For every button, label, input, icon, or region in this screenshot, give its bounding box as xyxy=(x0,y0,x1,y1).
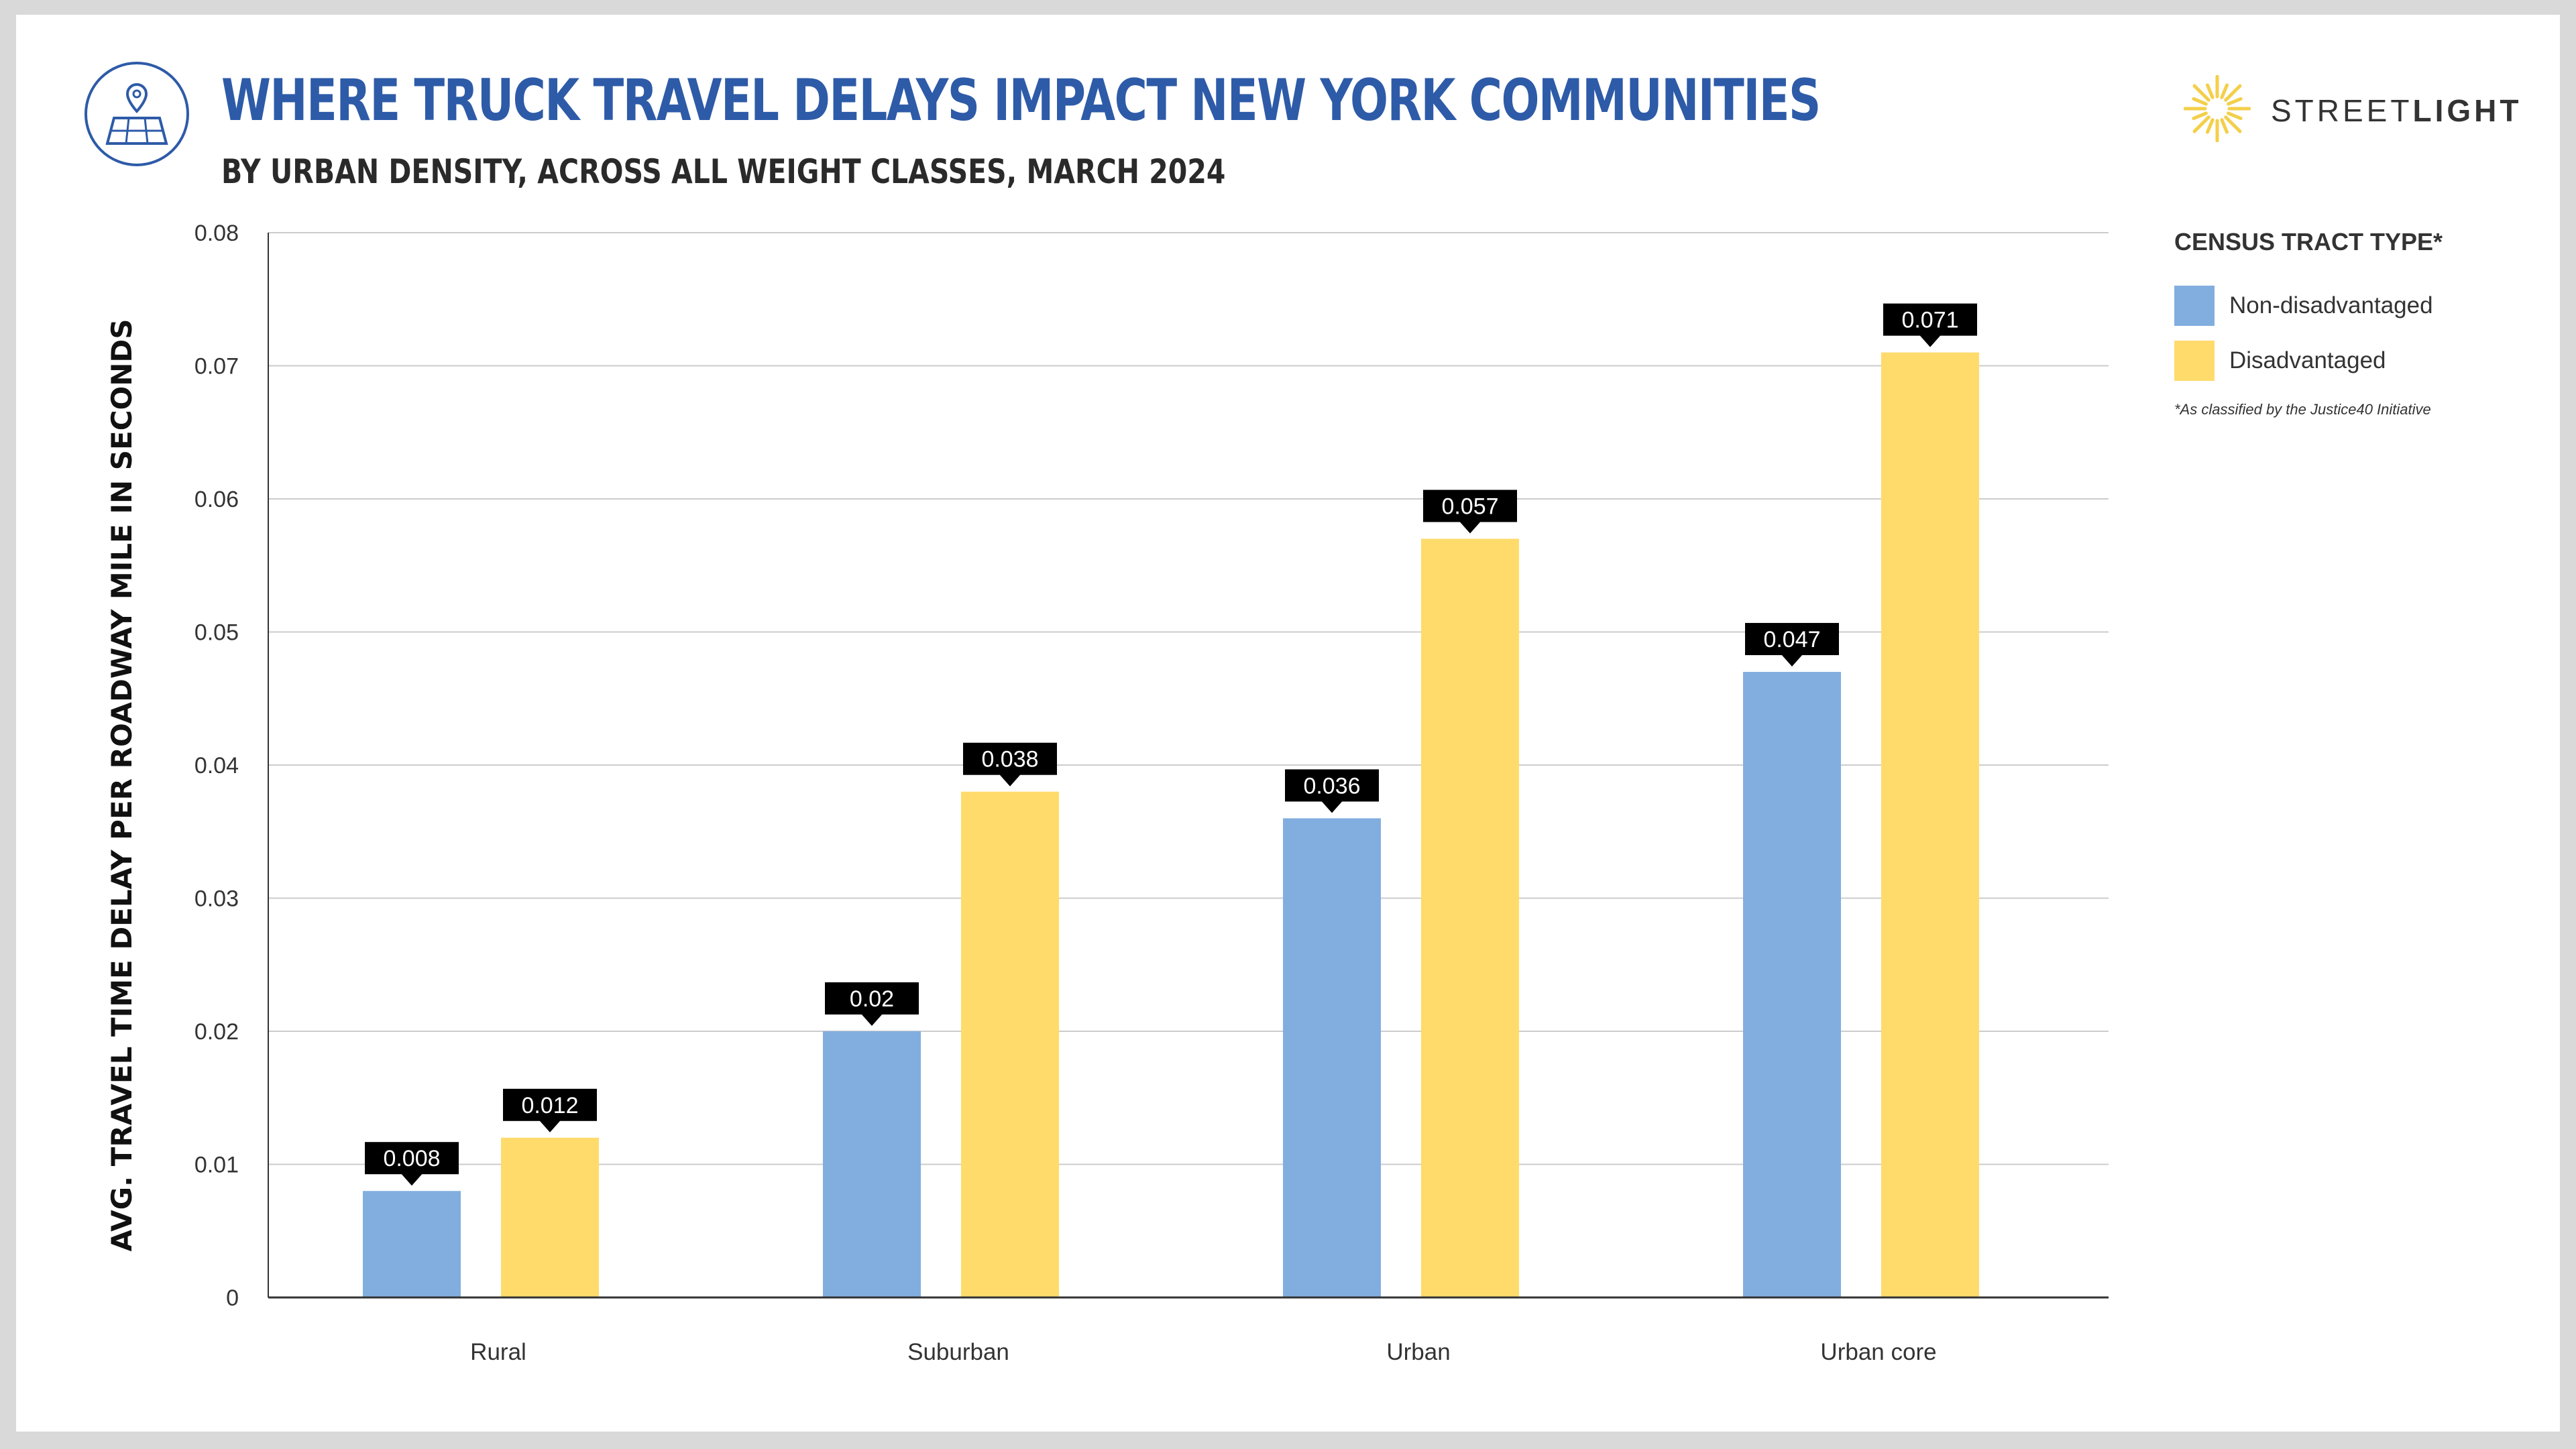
y-tick-label: 0.01 xyxy=(194,1153,239,1178)
data-label-text: 0.047 xyxy=(1763,627,1820,652)
x-axis-ticks: Rural Suburban Urban Urban core xyxy=(470,1339,1936,1365)
legend-title: CENSUS TRACT TYPE* xyxy=(2174,228,2443,255)
data-label-pointer xyxy=(999,774,1021,787)
bar xyxy=(363,1191,461,1297)
brand-name: STREETLIGHT xyxy=(2271,93,2522,129)
legend-item-non-disadvantaged: Non-disadvantaged xyxy=(2174,286,2510,326)
data-label-text: 0.008 xyxy=(383,1146,440,1171)
legend-label-non-disadvantaged: Non-disadvantaged xyxy=(2229,292,2433,318)
y-tick-label: 0.07 xyxy=(194,354,239,380)
data-label-box xyxy=(503,1088,597,1121)
data-label-pointer xyxy=(1919,335,1941,347)
y-tick-label: 0.02 xyxy=(194,1019,239,1045)
data-label: 0.012 xyxy=(503,1088,597,1133)
brand-name-light: STREET xyxy=(2271,93,2413,128)
legend-label-disadvantaged: Disadvantaged xyxy=(2229,347,2386,373)
y-axis-ticks: 0 0.01 0.02 0.03 0.04 0.05 0.06 0.07 0.08 xyxy=(194,221,239,1311)
data-label-text: 0.012 xyxy=(521,1093,578,1118)
data-label: 0.071 xyxy=(1883,303,1977,347)
data-label-text: 0.038 xyxy=(981,747,1038,772)
data-label: 0.047 xyxy=(1745,623,1839,667)
legend-swatch-disadvantaged xyxy=(2174,341,2215,381)
bar xyxy=(961,791,1059,1297)
legend-footnote: *As classified by the Justice40 Initiati… xyxy=(2174,401,2431,418)
y-tick-label: 0.04 xyxy=(194,753,239,778)
chart-title: WHERE TRUCK TRAVEL DELAYS IMPACT NEW YOR… xyxy=(221,67,1821,134)
data-label-text: 0.02 xyxy=(850,986,894,1012)
data-label-pointer xyxy=(1321,801,1343,813)
brand-name-bold: LIGHT xyxy=(2412,93,2522,128)
data-labels: 0.008 0.012 0.02 0.038 0.036 0.057 0.047 0.071 xyxy=(365,303,1977,1186)
bar xyxy=(1421,538,1519,1297)
data-label: 0.02 xyxy=(825,982,919,1026)
brand-logo: STREETLIGHT xyxy=(2184,72,2532,146)
legend: CENSUS TRACT TYPE* Non-disadvantaged Dis… xyxy=(2174,228,2510,418)
bars xyxy=(363,352,1979,1297)
x-tick-label: Suburban xyxy=(907,1339,1009,1365)
chart-card: WHERE TRUCK TRAVEL DELAYS IMPACT NEW YOR… xyxy=(16,15,2560,1432)
y-axis-label: AVG. TRAVEL TIME DELAY PER ROADWAY MILE … xyxy=(105,319,138,1252)
data-label-pointer xyxy=(1459,521,1481,534)
data-label-pointer xyxy=(861,1014,883,1026)
data-label-box xyxy=(1423,489,1517,522)
data-label-pointer xyxy=(539,1120,561,1133)
bar xyxy=(1743,672,1841,1297)
data-label-box xyxy=(1883,303,1977,336)
y-tick-label: 0.06 xyxy=(194,487,239,512)
data-label-pointer xyxy=(1781,654,1803,667)
x-tick-label: Urban core xyxy=(1820,1339,1936,1365)
map-pin-icon xyxy=(85,62,189,166)
y-tick-label: 0.03 xyxy=(194,886,239,912)
x-tick-label: Rural xyxy=(470,1339,526,1365)
data-label-text: 0.057 xyxy=(1441,494,1498,520)
y-tick-label: 0.05 xyxy=(194,620,239,646)
data-label: 0.038 xyxy=(963,742,1057,787)
data-label-pointer xyxy=(401,1173,423,1186)
chart-subtitle: BY URBAN DENSITY, ACROSS ALL WEIGHT CLAS… xyxy=(221,152,1226,191)
data-label-box xyxy=(1285,769,1379,802)
data-label-box xyxy=(365,1142,459,1175)
y-tick-label: 0.08 xyxy=(194,221,239,246)
data-label-box xyxy=(1745,623,1839,656)
data-label: 0.036 xyxy=(1285,769,1379,813)
data-label-text: 0.036 xyxy=(1303,773,1360,799)
data-label-box xyxy=(963,742,1057,775)
data-label: 0.008 xyxy=(365,1142,459,1186)
x-tick-label: Urban xyxy=(1386,1339,1450,1365)
bar xyxy=(823,1031,921,1297)
bar xyxy=(1283,818,1381,1297)
bar-chart: 00.010.020.030.040.050.060.070.08 0.0080… xyxy=(105,221,2109,1365)
legend-item-disadvantaged: Disadvantaged xyxy=(2174,341,2510,381)
sun-burst-icon xyxy=(2184,75,2251,142)
data-label-text: 0.071 xyxy=(1901,308,1958,333)
bar xyxy=(501,1137,599,1297)
data-label-box xyxy=(825,982,919,1015)
data-label: 0.057 xyxy=(1423,489,1517,534)
bar xyxy=(1881,352,1979,1297)
legend-swatch-non-disadvantaged xyxy=(2174,286,2215,326)
y-tick-label: 0 xyxy=(226,1285,239,1311)
